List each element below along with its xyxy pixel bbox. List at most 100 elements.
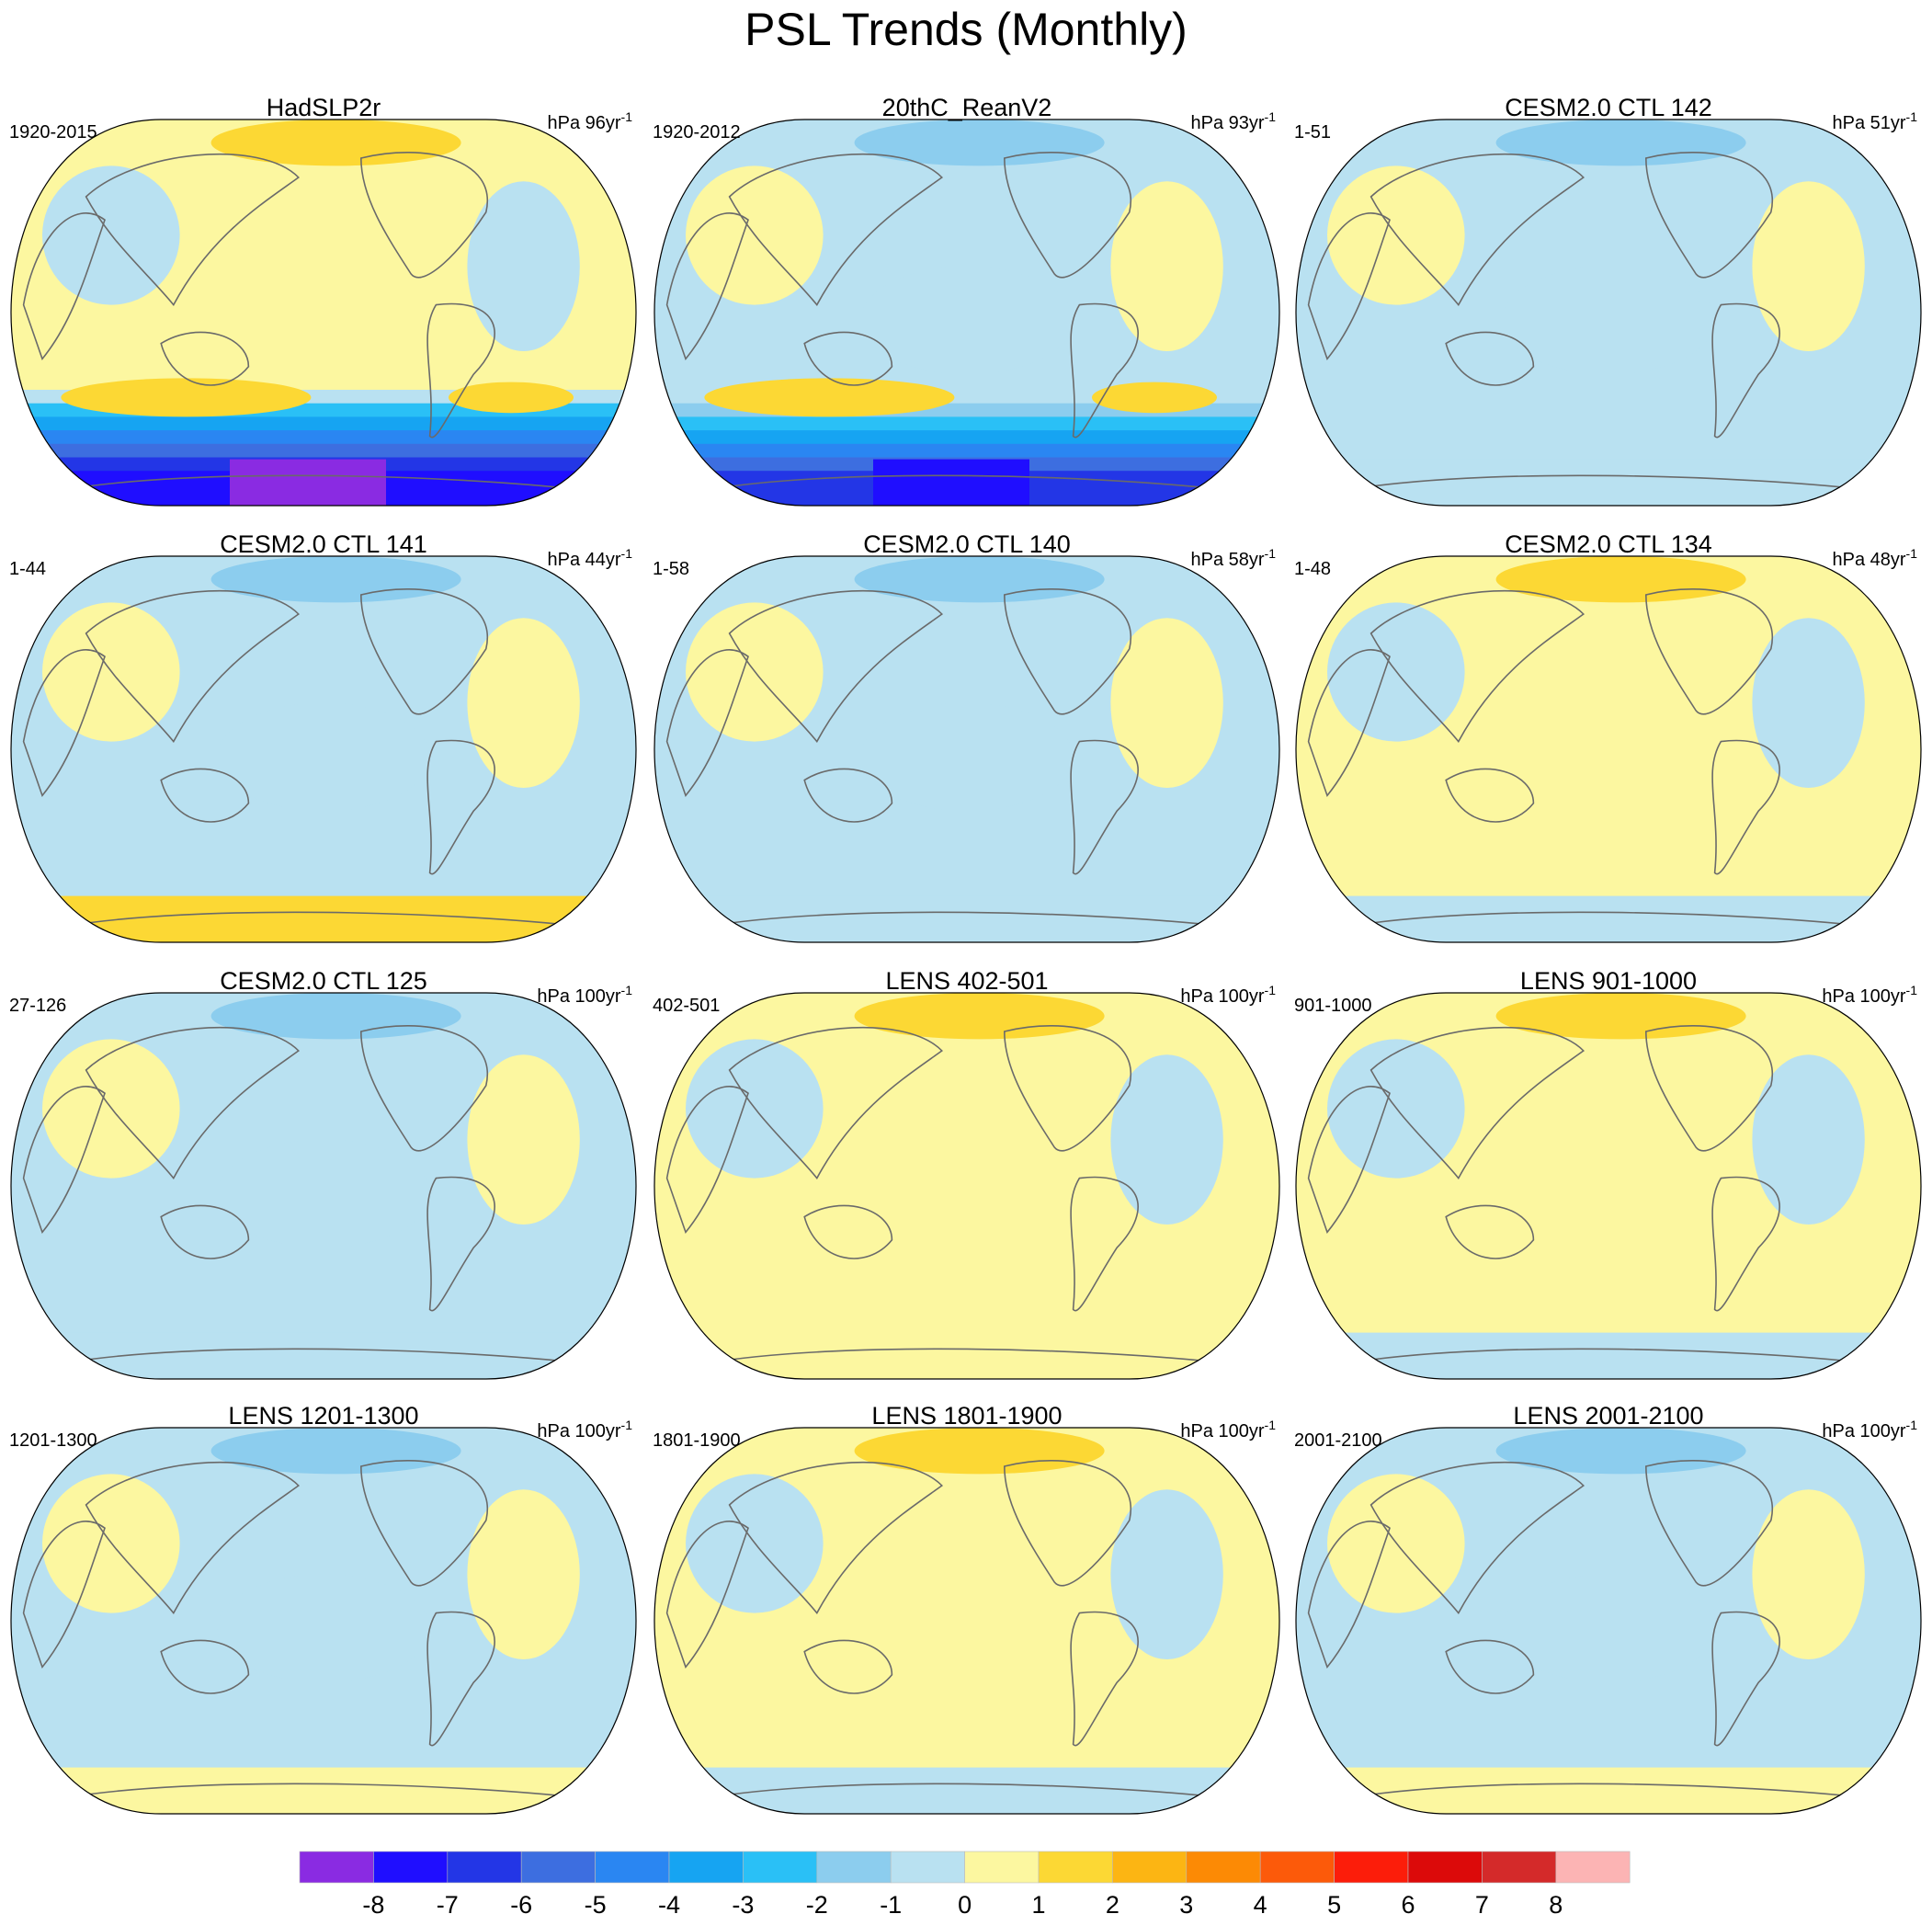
- colorbar-tick-label: 2: [1106, 1891, 1119, 1914]
- colorbar-tick-label: -7: [437, 1891, 459, 1914]
- coastlines: [1307, 1460, 1871, 1799]
- panel-units: hPa 44yr-1: [547, 546, 632, 570]
- anomaly-blob: [217, 702, 430, 812]
- coast-eurasia: [85, 1461, 301, 1615]
- coast-africa: [1307, 212, 1391, 361]
- panel-period: 1920-2015: [9, 122, 97, 142]
- colorbar: -8 -7 -6 -5 -4 -3 -2 -1 0 1 2 3 4 5 6 7 8: [299, 1851, 1631, 1914]
- anomaly-blob: [467, 1054, 580, 1225]
- coast-north-america: [1003, 1025, 1132, 1152]
- coastlines: [665, 152, 1230, 491]
- map-outline: [653, 1427, 1280, 1815]
- coastlines: [22, 1460, 586, 1799]
- southern-band: [654, 895, 1279, 942]
- panel-units: hPa 93yr-1: [1190, 109, 1276, 133]
- panel-units: hPa 58yr-1: [1190, 546, 1276, 570]
- coast-south-america: [1711, 1611, 1780, 1747]
- southern-band: [1296, 459, 1921, 506]
- arctic-anomaly: [210, 120, 461, 166]
- southern-band: [654, 1767, 1279, 1814]
- panel-title: LENS 901-1000: [1520, 967, 1697, 995]
- anomaly-blob: [467, 1489, 580, 1659]
- coast-eurasia: [1369, 1026, 1585, 1180]
- coast-australia: [1445, 1204, 1535, 1259]
- panel-units: hPa 48yr-1: [1832, 546, 1917, 570]
- map-field-1: [11, 120, 636, 506]
- colorbar-tick-label: -5: [585, 1891, 607, 1914]
- panel-title: CESM2.0 CTL 142: [1505, 94, 1712, 121]
- map-outline: [10, 555, 637, 943]
- colorbar-swatch: [1334, 1851, 1409, 1884]
- anomaly-blob: [860, 266, 1074, 375]
- panel-title: HadSLP2r: [267, 94, 381, 121]
- subtropical-high: [1092, 382, 1217, 414]
- panel-units: hPa 100yr-1: [537, 1418, 632, 1441]
- panel-title: LENS 402-501: [885, 967, 1048, 995]
- coast-north-america: [359, 152, 489, 279]
- arctic-anomaly: [854, 1428, 1105, 1475]
- coast-eurasia: [1369, 1461, 1585, 1615]
- southern-band: [1296, 895, 1921, 942]
- panel-title: LENS 1201-1300: [228, 1402, 418, 1430]
- panel-period: 901-1000: [1294, 996, 1372, 1016]
- coast-north-america: [359, 1025, 489, 1152]
- map-outline: [653, 992, 1280, 1380]
- panel-period: 1-44: [9, 559, 46, 579]
- panel-period: 1-48: [1294, 559, 1331, 579]
- panel-period: 402-501: [653, 996, 720, 1016]
- map-outline: [10, 992, 637, 1380]
- coast-australia: [1445, 1639, 1535, 1694]
- coast-africa: [22, 649, 106, 798]
- anomaly-blob: [217, 1139, 430, 1248]
- coast-africa: [1307, 1521, 1391, 1669]
- colorbar-tick-label: -4: [658, 1891, 680, 1914]
- coast-antarctica: [704, 474, 1230, 491]
- coast-north-america: [1644, 1460, 1774, 1587]
- coast-africa: [665, 212, 749, 361]
- coastlines: [1307, 588, 1871, 928]
- map-field-2: [654, 120, 1279, 506]
- southern-band: [11, 895, 636, 942]
- map-field-9: [1296, 993, 1921, 1379]
- coast-eurasia: [1369, 589, 1585, 744]
- map-field-11: [654, 1428, 1279, 1814]
- panel-title: CESM2.0 CTL 140: [863, 530, 1071, 558]
- coast-antarctica: [1346, 1783, 1871, 1799]
- coast-south-america: [1711, 302, 1780, 439]
- panel-units: hPa 100yr-1: [1822, 1418, 1917, 1441]
- colorbar-swatch: [373, 1851, 449, 1884]
- arctic-anomaly: [1495, 1428, 1746, 1475]
- colorbar-swatch: [890, 1851, 965, 1884]
- coast-south-america: [1070, 1176, 1139, 1312]
- panel-title: CESM2.0 CTL 141: [220, 530, 427, 558]
- arctic-anomaly: [854, 993, 1105, 1040]
- colorbar-tick-label: -3: [732, 1891, 754, 1914]
- panel-period: 1920-2012: [653, 122, 741, 142]
- coast-australia: [803, 331, 893, 386]
- coast-north-america: [1644, 1025, 1774, 1152]
- arctic-anomaly: [854, 120, 1105, 166]
- map-field-4: [11, 556, 636, 942]
- anomaly-blob: [1502, 1574, 1715, 1683]
- polar-low-core: [230, 459, 386, 506]
- coast-south-america: [426, 1611, 495, 1747]
- colorbar-tick-label: -1: [880, 1891, 902, 1914]
- anomaly-blob: [467, 618, 580, 788]
- coast-north-america: [359, 588, 489, 715]
- map-outline: [1295, 555, 1922, 943]
- map-field-3: [1296, 120, 1921, 506]
- map-outline: [1295, 992, 1922, 1380]
- colorbar-swatch: [1482, 1851, 1557, 1884]
- anomaly-blob: [860, 1139, 1074, 1248]
- map-field-6: [1296, 556, 1921, 942]
- panel-title: 20thC_ReanV2: [882, 94, 1052, 121]
- colorbar-swatch: [964, 1851, 1040, 1884]
- panel-period: 2001-2100: [1294, 1430, 1382, 1451]
- coast-eurasia: [728, 1026, 944, 1180]
- coast-africa: [22, 1086, 106, 1235]
- anomaly-blob: [860, 1574, 1074, 1683]
- map-field-7: [11, 993, 636, 1379]
- coastlines: [665, 1460, 1230, 1799]
- anomaly-blob: [217, 266, 430, 375]
